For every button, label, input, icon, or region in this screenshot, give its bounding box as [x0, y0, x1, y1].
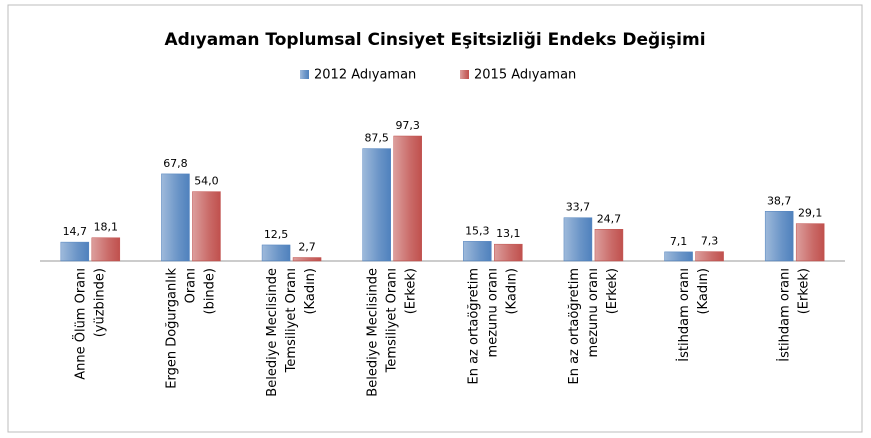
- bar: [393, 135, 422, 262]
- bar: [362, 148, 391, 262]
- bar: [463, 241, 492, 262]
- value-label: 13,1: [496, 227, 521, 240]
- value-label: 38,7: [767, 194, 792, 207]
- bar: [91, 237, 121, 262]
- x-tick-label: Belediye Meclisinde: [265, 268, 280, 397]
- bar: [60, 241, 90, 262]
- value-label: 67,8: [163, 157, 188, 170]
- x-tick-label: (Kadın): [696, 268, 711, 315]
- value-label: 54,0: [194, 175, 219, 188]
- x-tick-label: İstihdam oranı: [676, 268, 692, 362]
- value-label: 15,3: [465, 224, 490, 237]
- bar: [664, 251, 693, 262]
- value-label: 12,5: [264, 228, 289, 241]
- value-label: 18,1: [94, 221, 119, 234]
- legend-swatch: [300, 70, 309, 79]
- value-label: 97,3: [395, 119, 420, 132]
- x-tick-label: Anne Ölüm Oranı: [71, 268, 88, 380]
- x-tick-label: mezunu oranı: [485, 268, 500, 357]
- legend-swatch: [460, 70, 469, 79]
- x-tick-label: Ergen Doğurganlık: [164, 268, 179, 389]
- x-tick-label: Oranı: [183, 268, 198, 303]
- bar: [292, 257, 322, 262]
- bar: [695, 251, 724, 262]
- x-tick-label: En az ortaöğretim: [466, 268, 481, 385]
- bar: [161, 173, 190, 262]
- bar: [594, 229, 624, 262]
- x-tick-label: (Kadın): [504, 268, 519, 315]
- value-label: 24,7: [597, 212, 622, 225]
- bar: [261, 244, 291, 262]
- value-label: 7,1: [670, 235, 688, 248]
- value-label: 2,7: [298, 241, 316, 254]
- legend-label: 2012 Adıyaman: [314, 68, 416, 83]
- legend-label: 2015 Adıyaman: [474, 68, 576, 83]
- chart-title: Adıyaman Toplumsal Cinsiyet Eşitsizliği …: [164, 30, 705, 50]
- x-tick-label: (Erkek): [605, 268, 620, 314]
- chart-frame: [7, 4, 863, 433]
- x-tick-label: Temsiliyet Oranı: [284, 268, 299, 373]
- value-label: 87,5: [364, 132, 389, 145]
- bar: [494, 243, 523, 262]
- x-tick-label: (yüzbinde): [92, 268, 107, 337]
- value-label: 29,1: [798, 207, 823, 220]
- bar: [563, 217, 593, 262]
- x-tick-label: Temsiliyet Oranı: [385, 268, 400, 373]
- bar: [764, 211, 794, 262]
- bar: [192, 191, 221, 262]
- x-tick-label: Belediye Meclisinde: [366, 268, 381, 397]
- x-tick-label: İstihdam oranı: [777, 268, 793, 362]
- x-tick-label: (Erkek): [797, 268, 812, 314]
- x-tick-label: (Kadın): [303, 268, 318, 315]
- x-tick-label: (binde): [202, 268, 217, 315]
- value-label: 14,7: [63, 225, 88, 238]
- x-tick-label: mezunu oranı: [586, 268, 601, 357]
- x-tick-label: En az ortaöğretim: [567, 268, 582, 385]
- x-tick-label: (Erkek): [404, 268, 419, 314]
- value-label: 33,7: [566, 201, 591, 214]
- value-label: 7,3: [701, 235, 719, 248]
- bar: [795, 223, 825, 262]
